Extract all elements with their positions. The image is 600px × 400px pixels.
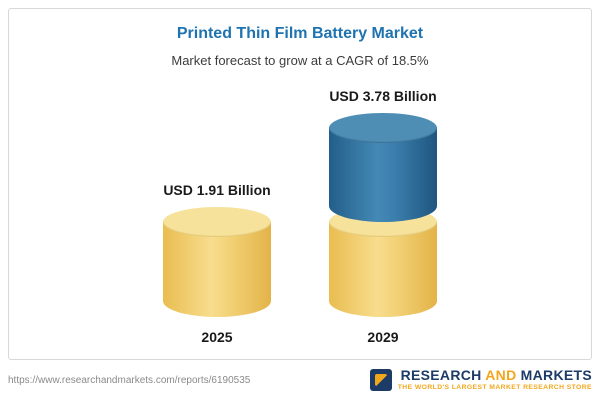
bar-value-label-2025: USD 1.91 Billion xyxy=(163,181,271,198)
bar-value-label-2029: USD 3.78 Billion xyxy=(329,88,437,104)
chart-area: USD 1.91 Billion 2025 USD 3.78 Billion 2… xyxy=(9,88,591,345)
cylinder-2029 xyxy=(329,113,437,317)
chart-card: Printed Thin Film Battery Market Market … xyxy=(8,8,592,360)
chart-subtitle: Market forecast to grow at a CAGR of 18.… xyxy=(171,53,429,68)
logo-mark-icon xyxy=(369,369,392,391)
cylinder-2029-growth-segment xyxy=(329,113,437,222)
logo-wordmark: RESEARCH AND MARKETS xyxy=(400,366,592,383)
year-label-2029: 2029 xyxy=(367,329,399,345)
cylinder-2029-base-segment xyxy=(329,206,437,317)
footer: https://www.researchandmarkets.com/repor… xyxy=(8,364,592,396)
bar-column-2029: USD 3.78 Billion 2029 xyxy=(329,88,437,345)
research-and-markets-logo: RESEARCH AND MARKETS THE WORLD'S LARGEST… xyxy=(369,366,592,393)
year-label-2025: 2025 xyxy=(201,329,233,345)
logo-word-research: RESEARCH xyxy=(400,366,486,383)
logo-text: RESEARCH AND MARKETS THE WORLD'S LARGEST… xyxy=(397,366,592,393)
cylinder-2025-base-segment xyxy=(163,206,271,317)
bar-column-2025: USD 1.91 Billion 2025 xyxy=(163,181,271,345)
logo-tagline: THE WORLD'S LARGEST MARKET RESEARCH STOR… xyxy=(397,383,592,391)
chart-title: Printed Thin Film Battery Market xyxy=(176,25,424,42)
cylinder-2025 xyxy=(163,206,271,317)
logo-word-and: AND xyxy=(485,366,517,383)
logo-word-markets: MARKETS xyxy=(516,366,592,383)
report-url[interactable]: https://www.researchandmarkets.com/repor… xyxy=(8,374,251,386)
